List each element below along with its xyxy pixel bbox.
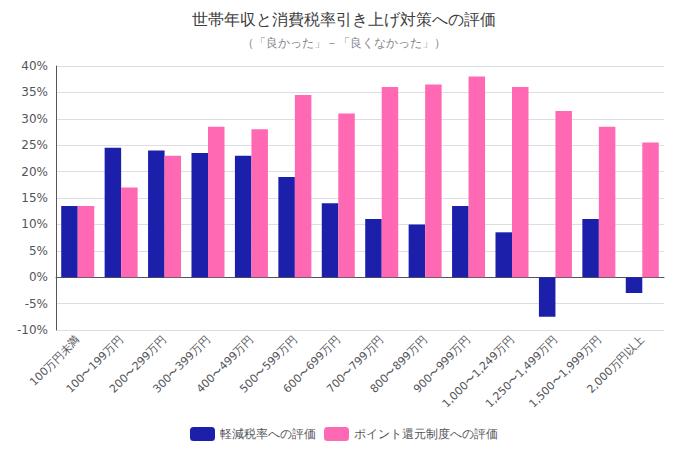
svg-text:15%: 15% — [21, 191, 48, 205]
svg-text:2,000万円以上: 2,000万円以上 — [584, 333, 647, 396]
svg-text:5%: 5% — [29, 244, 48, 258]
svg-text:（「良かった」－「良くなかった」）: （「良かった」－「良くなかった」） — [242, 36, 446, 50]
svg-text:100〜199万円: 100〜199万円 — [63, 333, 126, 396]
svg-text:300〜399万円: 300〜399万円 — [150, 333, 213, 396]
svg-text:-10%: -10% — [17, 323, 48, 337]
svg-text:1,500〜1,999万円: 1,500〜1,999万円 — [526, 333, 603, 410]
svg-text:800〜899万円: 800〜899万円 — [367, 333, 430, 396]
svg-text:700〜799万円: 700〜799万円 — [324, 333, 387, 396]
svg-text:900〜999万円: 900〜999万円 — [411, 333, 474, 396]
svg-text:35%: 35% — [21, 85, 48, 99]
svg-text:0%: 0% — [29, 270, 48, 284]
svg-text:ポイント還元制度への評価: ポイント還元制度への評価 — [354, 427, 498, 441]
svg-text:500〜599万円: 500〜599万円 — [237, 333, 300, 396]
svg-text:40%: 40% — [21, 59, 48, 73]
svg-text:世帯年収と消費税率引き上げ対策への評価: 世帯年収と消費税率引き上げ対策への評価 — [192, 10, 496, 29]
svg-text:25%: 25% — [21, 138, 48, 152]
svg-text:600〜699万円: 600〜699万円 — [280, 333, 343, 396]
svg-text:200〜299万円: 200〜299万円 — [107, 333, 170, 396]
svg-text:軽減税率への評価: 軽減税率への評価 — [220, 427, 316, 441]
svg-text:1,000〜1,249万円: 1,000〜1,249万円 — [440, 333, 517, 410]
svg-text:100万円未満: 100万円未満 — [27, 333, 83, 389]
svg-text:1,250〜1,499万円: 1,250〜1,499万円 — [483, 333, 560, 410]
svg-text:400〜499万円: 400〜499万円 — [193, 333, 256, 396]
svg-text:10%: 10% — [21, 217, 48, 231]
svg-text:20%: 20% — [21, 165, 48, 179]
svg-text:-5%: -5% — [25, 297, 48, 311]
svg-text:30%: 30% — [21, 112, 48, 126]
